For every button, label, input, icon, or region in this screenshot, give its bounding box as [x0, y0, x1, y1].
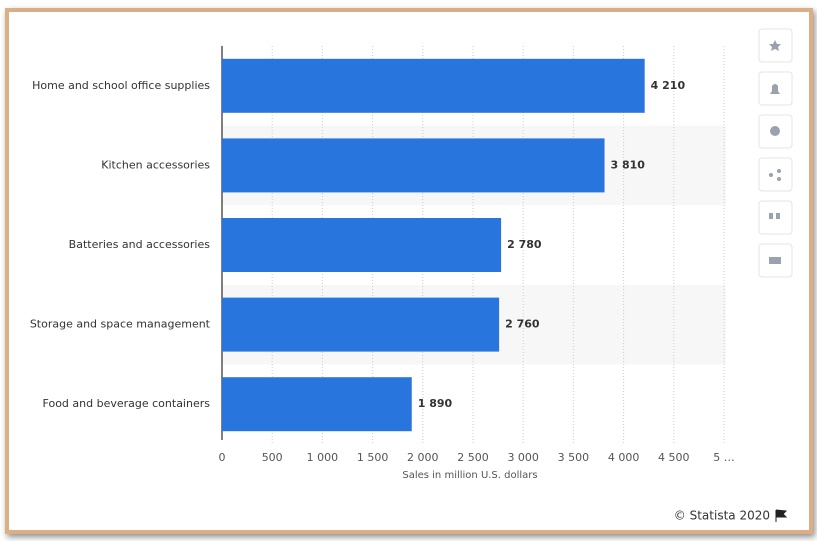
value-label: 2 780 — [507, 238, 542, 251]
x-axis-title: Sales in million U.S. dollars — [402, 470, 537, 481]
bell-icon — [770, 84, 780, 94]
quote-icon — [769, 213, 773, 219]
x-tick-label: 1 500 — [357, 451, 389, 464]
x-tick-label: 3 000 — [507, 451, 539, 464]
share-icon — [777, 177, 781, 181]
y-tick-label: Kitchen accessories — [101, 158, 210, 171]
gear-icon — [770, 126, 780, 136]
x-tick-label: 500 — [262, 451, 283, 464]
value-label: 1 890 — [418, 397, 453, 410]
x-tick-label: 3 500 — [558, 451, 590, 464]
bar — [222, 297, 500, 352]
x-tick-label: 1 000 — [307, 451, 339, 464]
x-tick-label: 4 000 — [608, 451, 640, 464]
y-tick-label: Home and school office supplies — [32, 79, 210, 92]
x-tick-label: 2 000 — [407, 451, 439, 464]
quote-icon — [776, 213, 780, 219]
share-icon — [777, 169, 781, 173]
share-icon — [769, 173, 773, 177]
flag-icon — [775, 509, 788, 522]
y-tick-label: Storage and space management — [30, 318, 211, 331]
source: © Statista 2020 — [674, 509, 770, 523]
x-tick-label: 4 500 — [658, 451, 690, 464]
y-tick-label: Food and beverage containers — [43, 397, 211, 410]
bar — [222, 58, 645, 113]
print-icon — [769, 257, 781, 264]
bar — [222, 138, 605, 193]
star-icon — [769, 40, 781, 51]
y-tick-label: Batteries and accessories — [69, 238, 211, 251]
x-tick-label: 0 — [219, 451, 226, 464]
value-label: 2 760 — [505, 318, 540, 331]
share-button[interactable] — [758, 157, 793, 192]
x-tick-label: 5 … — [713, 451, 735, 464]
value-label: 4 210 — [651, 79, 686, 92]
cite-button[interactable] — [758, 200, 793, 235]
bar — [222, 377, 412, 432]
bar — [222, 218, 502, 272]
value-label: 3 810 — [611, 158, 646, 171]
x-tick-label: 2 500 — [457, 451, 489, 464]
sidebar — [758, 28, 793, 278]
